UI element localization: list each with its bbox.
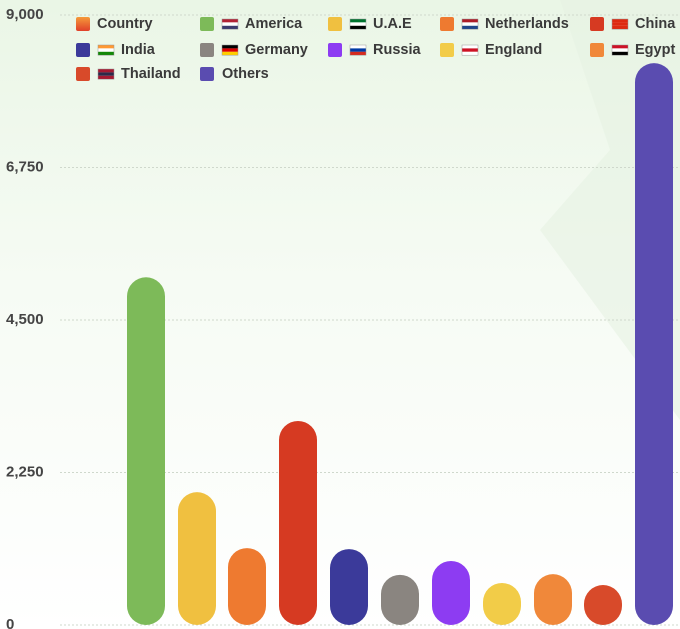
legend-label: Netherlands: [485, 16, 569, 32]
flag: [350, 45, 366, 49]
legend-swatch: [76, 17, 90, 31]
legend: Country America U.A.E Netherlands China India…: [76, 16, 676, 82]
flag-border: [349, 18, 367, 30]
flag: [612, 25, 628, 30]
flag: [350, 22, 366, 26]
flag: [612, 48, 628, 52]
flag: [222, 19, 238, 23]
flag-border: [221, 44, 239, 56]
bars: [127, 63, 673, 626]
flag: [462, 48, 478, 52]
flag: [98, 51, 114, 56]
y-tick-label: 0: [6, 616, 14, 629]
y-tick-label: 4,500: [6, 311, 44, 328]
bar: [330, 549, 368, 625]
flag: [222, 22, 238, 26]
flag: [612, 45, 628, 49]
bar: [381, 574, 419, 625]
flag-border: [349, 44, 367, 56]
legend-swatch: [440, 43, 454, 57]
legend-swatch: [328, 17, 342, 31]
legend-swatch: [440, 17, 454, 31]
bar: [432, 560, 470, 625]
y-tick-label: 6,750: [6, 158, 44, 175]
flag: [462, 45, 478, 49]
flag-border: [461, 18, 479, 30]
flag: [462, 19, 478, 23]
legend-label: Russia: [373, 42, 421, 58]
flag: [612, 22, 628, 26]
flag: [612, 19, 628, 23]
flag: [222, 48, 238, 52]
flag: [98, 45, 114, 49]
flag-border: [221, 18, 239, 30]
legend-swatch: [76, 67, 90, 81]
bar: [228, 548, 266, 625]
bar: [178, 492, 216, 625]
legend-swatch: [200, 67, 214, 81]
flag-border: [611, 44, 629, 56]
legend-label: Others: [222, 66, 269, 82]
legend-label: Thailand: [121, 66, 181, 82]
flag-border: [97, 44, 115, 56]
flag: [462, 22, 478, 26]
y-tick-label: 9,000: [6, 6, 44, 23]
grid: 0 2,250 4,500 6,750 9,000: [6, 6, 680, 629]
legend-swatch: [76, 43, 90, 57]
flag: [98, 69, 114, 73]
legend-swatch: [328, 43, 342, 57]
flag: [462, 51, 478, 56]
flag: [98, 75, 114, 80]
legend-swatch: [200, 43, 214, 57]
legend-label: America: [245, 16, 303, 32]
flag: [98, 72, 114, 76]
flag: [462, 25, 478, 30]
flag: [98, 48, 114, 52]
bar: [279, 420, 317, 625]
flag: [612, 51, 628, 56]
flag: [222, 25, 238, 30]
flag: [350, 51, 366, 56]
legend-label: Germany: [245, 42, 308, 58]
flag: [350, 48, 366, 52]
bar: [483, 582, 521, 625]
flag-border: [97, 68, 115, 80]
legend-label: U.A.E: [373, 16, 412, 32]
flag-border: [461, 44, 479, 56]
y-tick-label: 2,250: [6, 463, 44, 480]
legend-swatch: [590, 43, 604, 57]
legend-label: Country: [97, 16, 153, 32]
bar: [635, 63, 673, 626]
flag: [350, 19, 366, 23]
flag: [222, 51, 238, 56]
flag-border: [611, 18, 629, 30]
legend-label: India: [121, 42, 156, 58]
legend-swatch: [590, 17, 604, 31]
legend-label: China: [635, 16, 676, 32]
legend-label: England: [485, 42, 542, 58]
bar: [127, 277, 165, 625]
flag: [222, 45, 238, 49]
legend-label: Egypt: [635, 42, 675, 58]
bar: [534, 574, 572, 625]
legend-swatch: [200, 17, 214, 31]
flag: [350, 25, 366, 30]
bar: [584, 585, 622, 625]
